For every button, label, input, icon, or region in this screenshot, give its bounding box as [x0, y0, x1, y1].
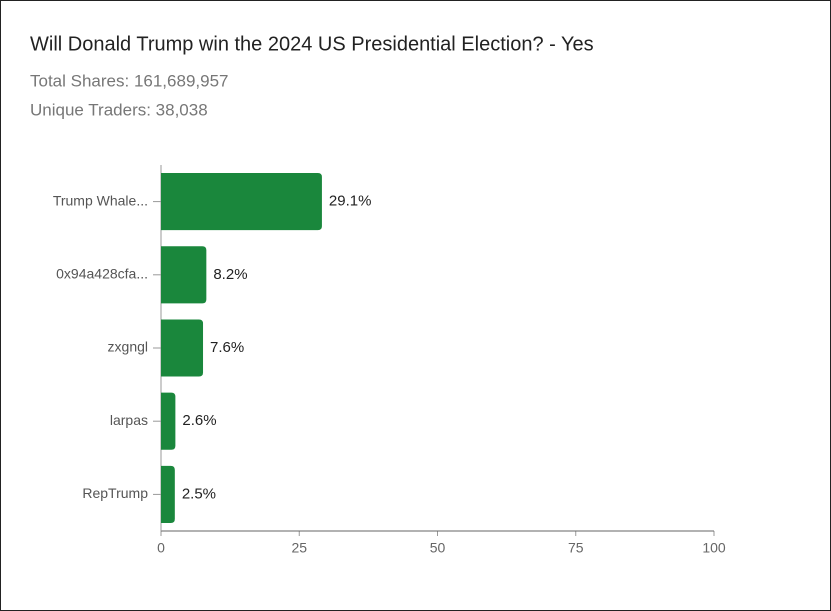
bar [161, 173, 322, 231]
bar [161, 319, 204, 377]
chart-title: Will Donald Trump win the 2024 US Presid… [30, 33, 594, 55]
data-label: 8.2% [213, 266, 247, 283]
bar [161, 465, 175, 523]
x-tick-label: 100 [702, 540, 726, 556]
data-label: 2.6% [182, 412, 216, 429]
bar [161, 246, 207, 304]
data-label: 29.1% [329, 193, 372, 210]
y-tick-label: larpas [110, 412, 148, 428]
x-tick-label: 25 [291, 540, 307, 556]
y-tick-label: 0x94a428cfa... [56, 266, 148, 282]
x-tick-label: 50 [430, 540, 446, 556]
data-label: 7.6% [210, 339, 244, 356]
y-tick-label: zxgngl [108, 339, 148, 355]
bar [161, 392, 176, 450]
x-tick-label: 75 [568, 540, 584, 556]
x-tick-label: 0 [157, 540, 165, 556]
y-tick-label: RepTrump [82, 485, 148, 501]
y-tick-label: Trump Whale... [53, 192, 148, 208]
subtitle: Unique Traders: 38,038 [30, 100, 208, 119]
subtitle: Total Shares: 161,689,957 [30, 71, 228, 90]
data-label: 2.5% [182, 485, 216, 502]
